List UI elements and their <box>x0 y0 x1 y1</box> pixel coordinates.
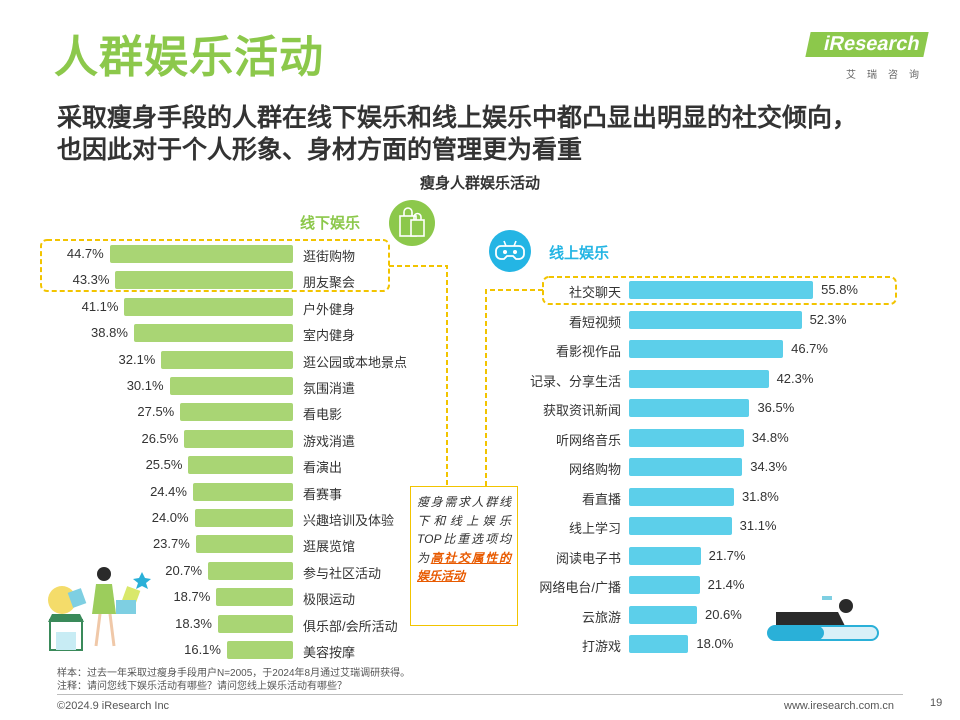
footer-copyright: ©2024.9 iResearch Inc <box>57 700 170 712</box>
footer-question-note: 注释：请问您线下娱乐活动有哪些？请问您线上娱乐活动有哪些？ <box>57 681 347 692</box>
resting-man-illustration <box>767 596 879 641</box>
online-connector <box>485 289 543 486</box>
page-title: 人群娱乐活动 <box>54 33 324 82</box>
footer-website: www.iresearch.com.cn <box>784 700 895 712</box>
online-section-title: 线上娱乐 <box>549 245 610 262</box>
offline-section-title: 线下娱乐 <box>300 215 361 232</box>
shopping-bag-icon <box>389 200 435 246</box>
subtitle-line-2: 也因此对于个人形象、身材方面的管理更为看重 <box>57 136 583 164</box>
callout-text: 瘦身需求人群线下和线上娱乐TOP比重选项均为 <box>417 495 511 565</box>
gamepad-icon <box>489 230 531 272</box>
page-number: 19 <box>930 697 943 709</box>
callout-box: 瘦身需求人群线下和线上娱乐TOP比重选项均为高社交属性的娱乐活动 <box>410 486 518 626</box>
online-highlight-box <box>542 276 897 305</box>
shopping-woman-illustration <box>48 567 151 651</box>
subtitle-line-1: 采取瘦身手段的人群在线下娱乐和线上娱乐中都凸显出明显的社交倾向， <box>57 104 858 132</box>
chart-title: 瘦身人群娱乐活动 <box>419 175 540 192</box>
offline-connector <box>389 265 448 486</box>
footer-divider <box>57 694 903 695</box>
callout-highlight-text: 高社交属性的娱乐活动 <box>417 550 511 584</box>
offline-highlight-box <box>40 239 390 292</box>
footer-sample-note: 样本：过去一年采取过瘦身手段用户N=2005，于2024年8月通过艾瑞调研获得。 <box>57 668 411 679</box>
logo-subtitle: 艾瑞咨询 <box>846 70 930 81</box>
